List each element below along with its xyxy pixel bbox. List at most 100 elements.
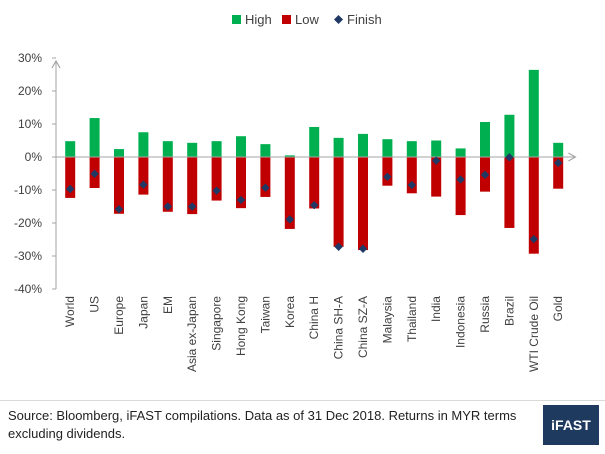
bar-high — [309, 126, 320, 157]
category-label: World — [63, 296, 77, 327]
bar-low — [528, 157, 539, 254]
y-tick-label: -20% — [14, 216, 42, 230]
finish-marker — [505, 153, 514, 162]
bar-low — [333, 157, 344, 247]
bar-low — [406, 157, 417, 194]
bar-high — [236, 136, 246, 157]
finish-marker — [261, 183, 270, 192]
x-axis-arrow-icon — [568, 152, 577, 162]
bar-high — [333, 137, 344, 157]
legend-swatch — [232, 15, 241, 24]
category-label: China SZ-A — [356, 296, 370, 358]
y-tick-label: -40% — [14, 282, 42, 296]
bar-high — [382, 139, 393, 157]
category-label: Thailand — [405, 296, 419, 342]
y-tick-label: 0% — [25, 150, 43, 164]
y-tick-label: 30% — [18, 51, 42, 65]
bar-low — [114, 157, 124, 214]
finish-marker — [529, 234, 538, 244]
bar-high — [358, 133, 368, 157]
legend-label: Low — [295, 12, 319, 27]
category-label: US — [88, 296, 102, 313]
bar-high — [406, 141, 417, 157]
bar-high — [187, 142, 198, 157]
category-label: WTI Crude Oil — [527, 296, 541, 372]
bar-low — [431, 157, 442, 197]
bar-high — [211, 141, 222, 157]
y-tick-label: -10% — [14, 183, 42, 197]
category-label: Asia ex-Japan — [185, 296, 199, 372]
category-label: Russia — [478, 296, 492, 333]
category-label: Singapore — [210, 296, 224, 351]
category-label: Hong Kong — [234, 296, 248, 356]
bar-low — [455, 157, 466, 216]
source-note: Source: Bloomberg, iFAST compilations. D… — [8, 408, 517, 441]
bar-high — [504, 114, 515, 157]
y-tick-label: 10% — [18, 117, 42, 131]
bar-high — [260, 144, 271, 157]
bar-low — [358, 157, 368, 251]
category-label: China SH-A — [332, 296, 346, 359]
category-label: Korea — [283, 296, 297, 328]
finish-marker — [407, 180, 416, 190]
y-axis-arrow-icon — [51, 59, 61, 69]
category-label: Europe — [112, 296, 126, 335]
finish-marker — [90, 169, 99, 179]
category-label: China H — [307, 296, 321, 339]
bar-low — [382, 157, 393, 186]
category-label: Gold — [551, 296, 565, 321]
bar-low — [211, 157, 222, 201]
bar-high — [89, 118, 100, 157]
category-label: Taiwan — [258, 296, 272, 333]
finish-marker — [236, 195, 246, 205]
finish-marker — [480, 170, 490, 180]
finish-marker — [114, 204, 124, 214]
bar-high — [553, 142, 564, 157]
footer: Source: Bloomberg, iFAST compilations. D… — [0, 400, 605, 454]
finish-marker — [188, 202, 197, 211]
finish-marker — [139, 180, 148, 189]
finish-marker — [358, 244, 368, 253]
bar-low — [65, 157, 76, 198]
bar-low — [309, 157, 320, 209]
bar-high — [138, 132, 149, 157]
finish-marker — [456, 175, 465, 184]
bar-high — [162, 141, 173, 157]
bar-low — [504, 157, 515, 228]
bar-high — [431, 140, 442, 157]
category-label: Brazil — [502, 296, 516, 326]
chart: 30% 20% 10% 0% -10% -20% -30% -40% World US Europe… — [14, 12, 577, 372]
legend-marker-diamond — [334, 15, 343, 24]
category-label: Malaysia — [380, 296, 394, 344]
category-label: Indonesia — [454, 296, 468, 348]
legend-label: High — [245, 12, 272, 27]
category-label: India — [429, 296, 443, 322]
ifast-logo: iFAST — [543, 405, 599, 445]
finish-marker — [163, 202, 172, 211]
finish-marker — [66, 184, 75, 194]
bar-high — [65, 141, 76, 157]
bar-high — [528, 69, 539, 157]
bar-low — [236, 157, 246, 209]
bar-low — [162, 157, 173, 212]
bar-low — [138, 157, 149, 195]
finish-marker — [212, 186, 221, 195]
bar-high — [480, 122, 490, 157]
y-tick-label: 20% — [18, 84, 42, 98]
finish-marker — [554, 158, 563, 168]
category-label: EM — [161, 296, 175, 314]
bar-low — [553, 157, 564, 189]
bar-low — [260, 157, 271, 197]
finish-marker — [334, 242, 343, 251]
finish-marker — [383, 172, 392, 181]
finish-marker — [432, 156, 441, 165]
legend-label: Finish — [347, 12, 382, 27]
legend-swatch — [282, 15, 291, 24]
y-tick-label: -30% — [14, 249, 42, 263]
category-label: Japan — [136, 296, 150, 329]
bar-high — [284, 155, 295, 157]
bar-low — [284, 157, 295, 229]
bar-high — [114, 149, 124, 157]
finish-marker — [285, 215, 294, 224]
bar-low — [187, 157, 198, 215]
